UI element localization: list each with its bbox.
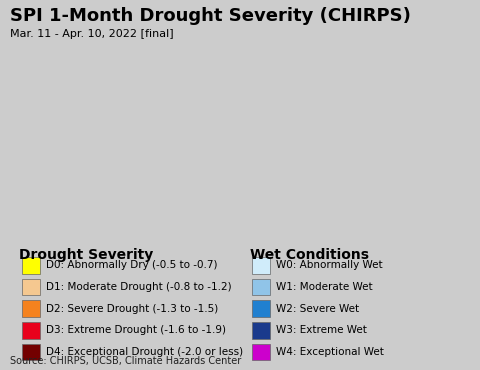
Text: W2: Severe Wet: W2: Severe Wet <box>276 304 359 314</box>
Text: Mar. 11 - Apr. 10, 2022 [final]: Mar. 11 - Apr. 10, 2022 [final] <box>10 29 173 39</box>
Text: D4: Exceptional Drought (-2.0 or less): D4: Exceptional Drought (-2.0 or less) <box>46 347 243 357</box>
FancyBboxPatch shape <box>22 279 40 295</box>
Text: SPI 1-Month Drought Severity (CHIRPS): SPI 1-Month Drought Severity (CHIRPS) <box>10 7 410 25</box>
FancyBboxPatch shape <box>252 300 270 317</box>
FancyBboxPatch shape <box>22 257 40 274</box>
Text: Drought Severity: Drought Severity <box>19 248 154 262</box>
Text: D2: Severe Drought (-1.3 to -1.5): D2: Severe Drought (-1.3 to -1.5) <box>46 304 218 314</box>
FancyBboxPatch shape <box>252 257 270 274</box>
FancyBboxPatch shape <box>22 344 40 360</box>
Text: W1: Moderate Wet: W1: Moderate Wet <box>276 282 372 292</box>
Text: D0: Abnormally Dry (-0.5 to -0.7): D0: Abnormally Dry (-0.5 to -0.7) <box>46 260 217 270</box>
Text: Source: CHIRPS, UCSB, Climate Hazards Center: Source: CHIRPS, UCSB, Climate Hazards Ce… <box>10 356 241 366</box>
Text: W3: Extreme Wet: W3: Extreme Wet <box>276 326 367 336</box>
Text: Wet Conditions: Wet Conditions <box>250 248 369 262</box>
Text: W0: Abnormally Wet: W0: Abnormally Wet <box>276 260 383 270</box>
FancyBboxPatch shape <box>22 300 40 317</box>
FancyBboxPatch shape <box>252 322 270 339</box>
FancyBboxPatch shape <box>252 344 270 360</box>
FancyBboxPatch shape <box>252 279 270 295</box>
Text: D1: Moderate Drought (-0.8 to -1.2): D1: Moderate Drought (-0.8 to -1.2) <box>46 282 231 292</box>
Text: D3: Extreme Drought (-1.6 to -1.9): D3: Extreme Drought (-1.6 to -1.9) <box>46 326 226 336</box>
FancyBboxPatch shape <box>22 322 40 339</box>
Text: W4: Exceptional Wet: W4: Exceptional Wet <box>276 347 384 357</box>
